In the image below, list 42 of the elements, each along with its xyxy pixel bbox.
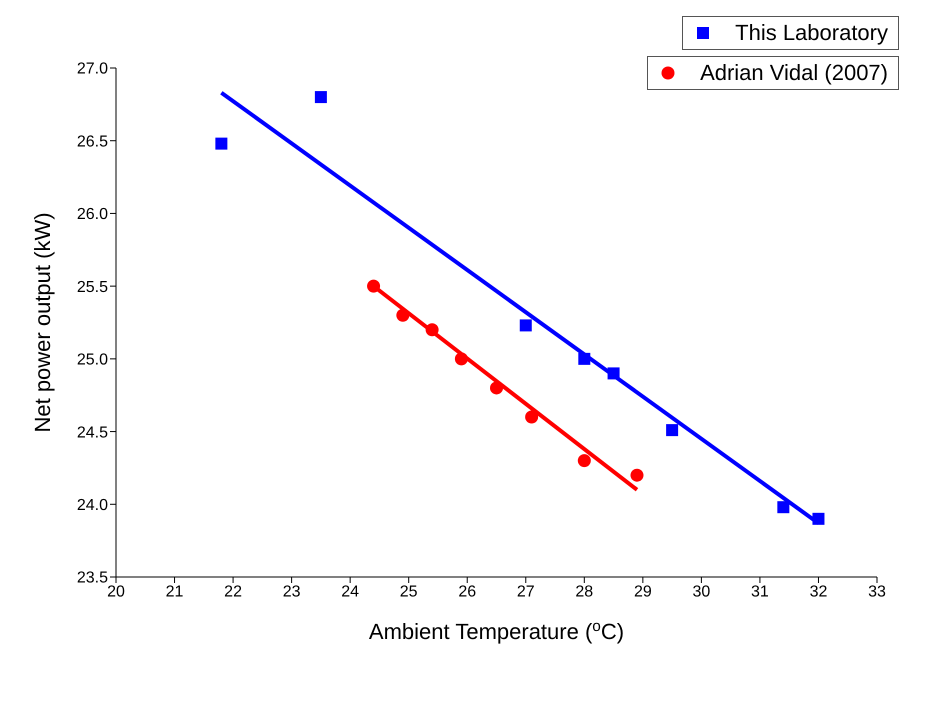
point [426,323,439,336]
point [812,512,824,525]
x-tick-label: 25 [400,583,418,600]
legend-label: This Laboratory [735,20,888,46]
x-tick-label: 32 [810,583,828,600]
y-tick-label: 26.0 [76,206,108,224]
x-tick-label: 23 [282,583,301,600]
point [454,352,468,366]
x-tick-label: 26 [458,583,476,600]
point [777,501,790,514]
point [396,308,410,322]
x-tick-label: 20 [107,583,125,600]
point [578,352,590,365]
y-tick-label: 25.5 [76,278,108,296]
x-tick-label: 22 [224,583,242,600]
x-tick-label: 30 [692,583,710,600]
legend-label: Adrian Vidal (2007) [700,60,888,86]
y-tick-label: 25.0 [76,352,108,369]
x-tick-label: 28 [575,583,594,600]
x-tick-label: 27 [516,583,535,600]
x-tick-label: 21 [166,583,184,600]
y-tick-label: 23.5 [76,570,108,587]
y-tick-label: 24.5 [76,424,108,442]
x-tick-label: 31 [751,583,769,600]
point [578,454,591,468]
point [630,468,644,482]
x-axis-title: Ambient Temperature ($^{o}$C) [368,618,624,644]
x-tick-label: 29 [634,583,652,600]
y-tick-label: 24.0 [76,496,108,514]
point [215,138,228,150]
point [525,410,538,424]
y-tick-label: 26.5 [76,133,108,150]
point [314,91,327,104]
y-axis-title: Net power output (kW) [30,212,55,433]
x-tick-label: 24 [341,583,360,600]
point [520,319,532,332]
y-tick-label: 27.0 [76,60,108,78]
point [490,381,503,394]
point [608,367,620,380]
point [367,280,380,293]
x-tick-label: 33 [868,583,886,600]
point [666,424,678,436]
